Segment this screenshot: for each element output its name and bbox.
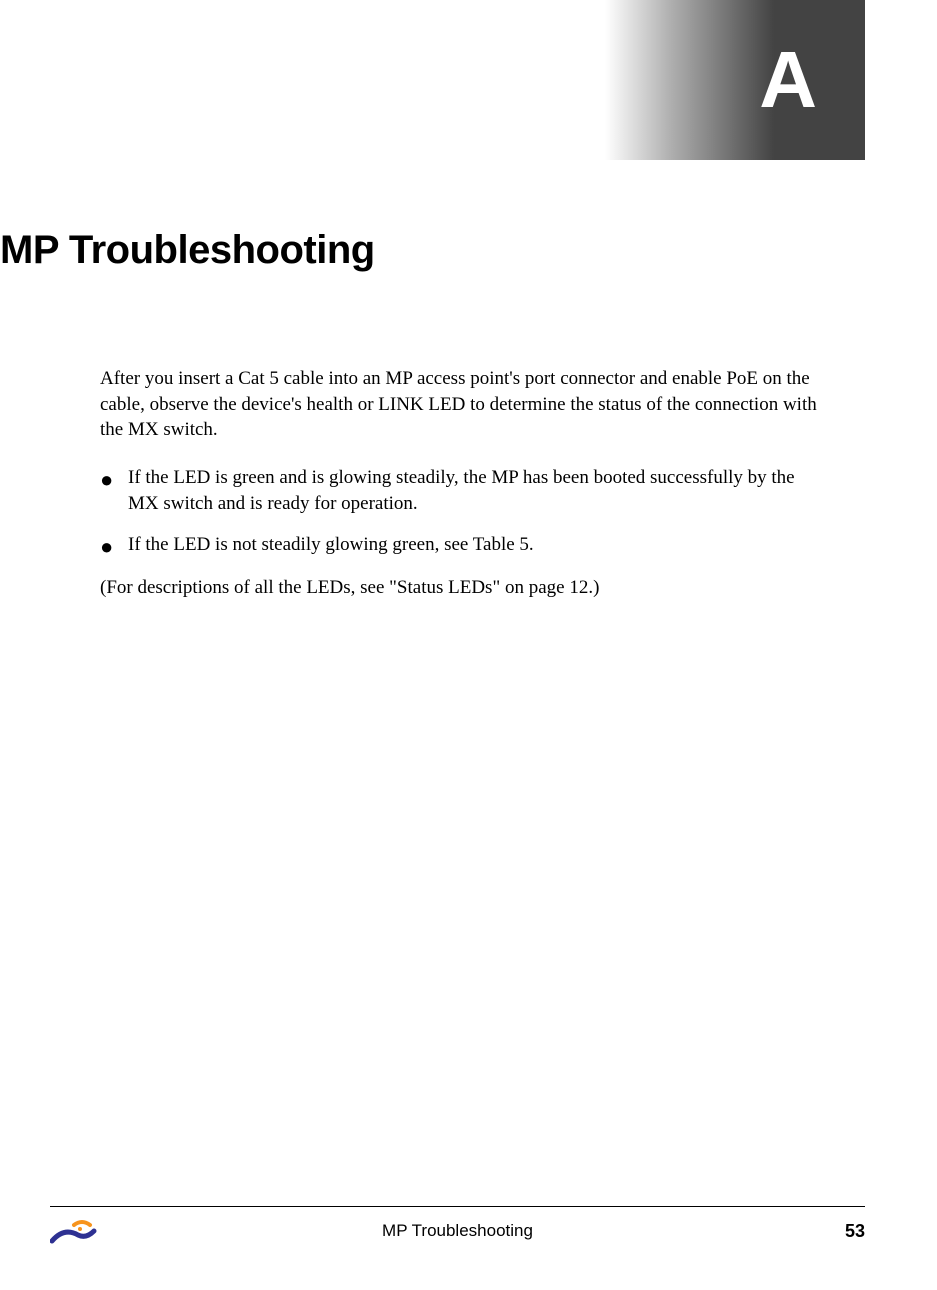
footer-title: MP Troubleshooting (50, 1221, 865, 1241)
bullet-icon: ● (100, 465, 128, 492)
bullet-text: If the LED is not steadily glowing green… (128, 532, 820, 558)
page-title: MP Troubleshooting (0, 228, 375, 273)
bullet-text: If the LED is green and is glowing stead… (128, 465, 820, 516)
bullet-icon: ● (100, 532, 128, 559)
page-footer: MP Troubleshooting 53 (50, 1206, 865, 1254)
list-item: ● If the LED is not steadily glowing gre… (100, 532, 820, 559)
page-number: 53 (845, 1221, 865, 1242)
closing-paragraph: (For descriptions of all the LEDs, see "… (100, 575, 820, 601)
intro-paragraph: After you insert a Cat 5 cable into an M… (100, 366, 820, 443)
list-item: ● If the LED is green and is glowing ste… (100, 465, 820, 516)
bullet-list: ● If the LED is green and is glowing ste… (100, 465, 820, 559)
appendix-letter: A (759, 34, 817, 126)
appendix-tab: A (605, 0, 865, 160)
body-content: After you insert a Cat 5 cable into an M… (100, 366, 820, 601)
